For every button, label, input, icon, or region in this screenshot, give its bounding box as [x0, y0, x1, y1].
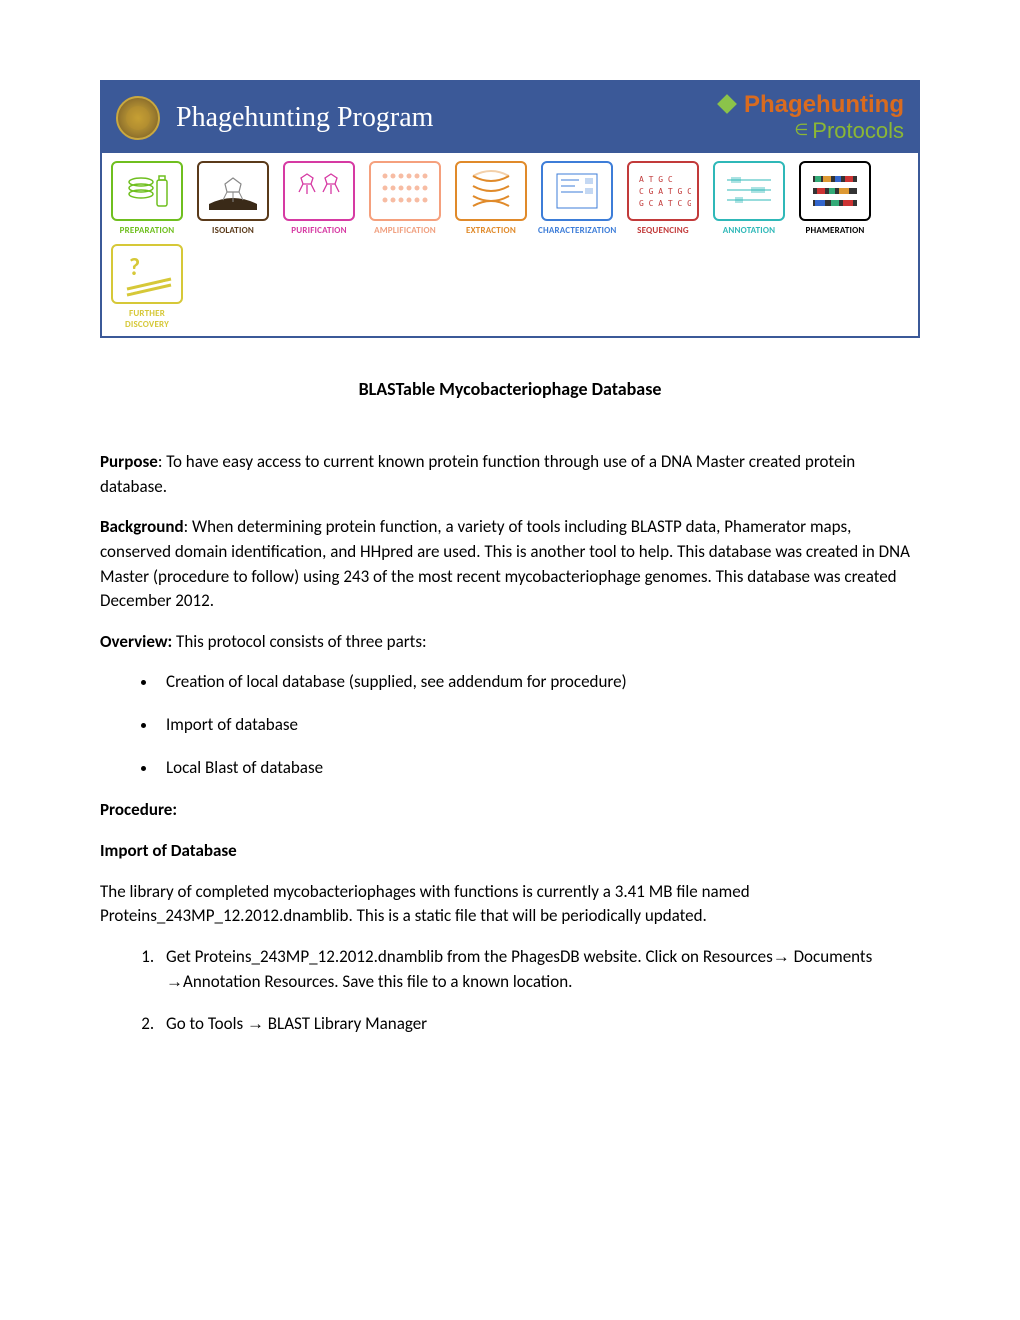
import-steps-list: Get Proteins_243MP_12.2012.dnamblib from… — [100, 945, 920, 1037]
stage-icon — [541, 161, 613, 221]
stage-amplification: AMPLIFICATION — [366, 161, 444, 236]
overview-list: Creation of local database (supplied, se… — [100, 670, 920, 780]
list-item: Get Proteins_243MP_12.2012.dnamblib from… — [158, 945, 920, 994]
euro-icon: ∈ — [794, 122, 808, 140]
svg-text:C G A T G C C: C G A T G C C — [639, 187, 691, 196]
stage-label: SEQUENCING — [624, 225, 702, 236]
logo-bottom-text: Protocols — [812, 119, 904, 143]
stage-phameration: PHAMERATION — [796, 161, 874, 236]
stage-characterization: CHARACTERIZATION — [538, 161, 616, 236]
stage-label: FURTHER DISCOVERY — [108, 308, 186, 330]
svg-text:A T G C: A T G C — [639, 175, 673, 184]
document-body: Purpose: To have easy access to current … — [100, 450, 920, 1037]
stage-label: PURIFICATION — [280, 225, 358, 236]
overview-paragraph: Overview: This protocol consists of thre… — [100, 630, 920, 655]
phage-icon — [716, 95, 740, 115]
banner-top-bar: Phagehunting Program Phagehunting ∈ Prot… — [102, 82, 918, 153]
procedure-heading: Procedure: — [100, 798, 920, 823]
overview-label: Overview: — [100, 631, 172, 652]
import-heading: Import of Database — [100, 839, 920, 864]
background-paragraph: Background: When determining protein fun… — [100, 515, 920, 614]
stage-icon — [455, 161, 527, 221]
protocols-logo: Phagehunting ∈ Protocols — [716, 92, 904, 143]
stage-label: PHAMERATION — [796, 225, 874, 236]
stage-icon — [369, 161, 441, 221]
stage-icon — [713, 161, 785, 221]
purpose-paragraph: Purpose: To have easy access to current … — [100, 450, 920, 499]
stage-purification: PURIFICATION — [280, 161, 358, 236]
document-title: BLASTable Mycobacteriophage Database — [100, 378, 920, 400]
stage-icon: A T G C C G A T G C C G C A T C G C T A G … — [627, 161, 699, 221]
stage-preparation: PREPARATION — [108, 161, 186, 236]
stages-row: PREPARATION ISOLATION PURIFICATION AMPLIFIC… — [102, 153, 918, 336]
program-title: Phagehunting Program — [176, 102, 433, 134]
import-intro: The library of completed mycobacteriopha… — [100, 880, 920, 929]
stage-isolation: ISOLATION — [194, 161, 272, 236]
purpose-text: : To have easy access to current known p… — [100, 451, 855, 497]
stage-icon — [197, 161, 269, 221]
list-item: Go to Tools → BLAST Library Manager — [158, 1012, 920, 1037]
stage-annotation: ANNOTATION — [710, 161, 788, 236]
stage-icon — [111, 161, 183, 221]
list-item: Local Blast of database — [158, 756, 920, 781]
overview-text: This protocol consists of three parts: — [172, 631, 426, 652]
stage-label: ISOLATION — [194, 225, 272, 236]
logo-top-text: Phagehunting — [744, 92, 904, 118]
purpose-label: Purpose — [100, 451, 158, 472]
stage-icon — [283, 161, 355, 221]
stage-label: CHARACTERIZATION — [538, 225, 616, 236]
stage-further-discovery: ? FURTHER DISCOVERY — [108, 244, 186, 330]
stage-label: EXTRACTION — [452, 225, 530, 236]
stage-label: PREPARATION — [108, 225, 186, 236]
svg-text:?: ? — [129, 253, 140, 282]
list-item: Import of database — [158, 713, 920, 738]
stage-extraction: EXTRACTION — [452, 161, 530, 236]
university-seal-icon — [116, 96, 160, 140]
background-label: Background — [100, 516, 184, 537]
stage-label: ANNOTATION — [710, 225, 788, 236]
stage-sequencing: A T G C C G A T G C C G C A T C G C T A G … — [624, 161, 702, 236]
background-text: : When determining protein function, a v… — [100, 516, 910, 611]
stage-label: AMPLIFICATION — [366, 225, 444, 236]
header-banner: Phagehunting Program Phagehunting ∈ Prot… — [100, 80, 920, 338]
svg-text:G C A T C G C T A G G C: G C A T C G C T A G G C — [639, 199, 691, 208]
stage-icon: ? — [111, 244, 183, 304]
list-item: Creation of local database (supplied, se… — [158, 670, 920, 695]
stage-icon — [799, 161, 871, 221]
